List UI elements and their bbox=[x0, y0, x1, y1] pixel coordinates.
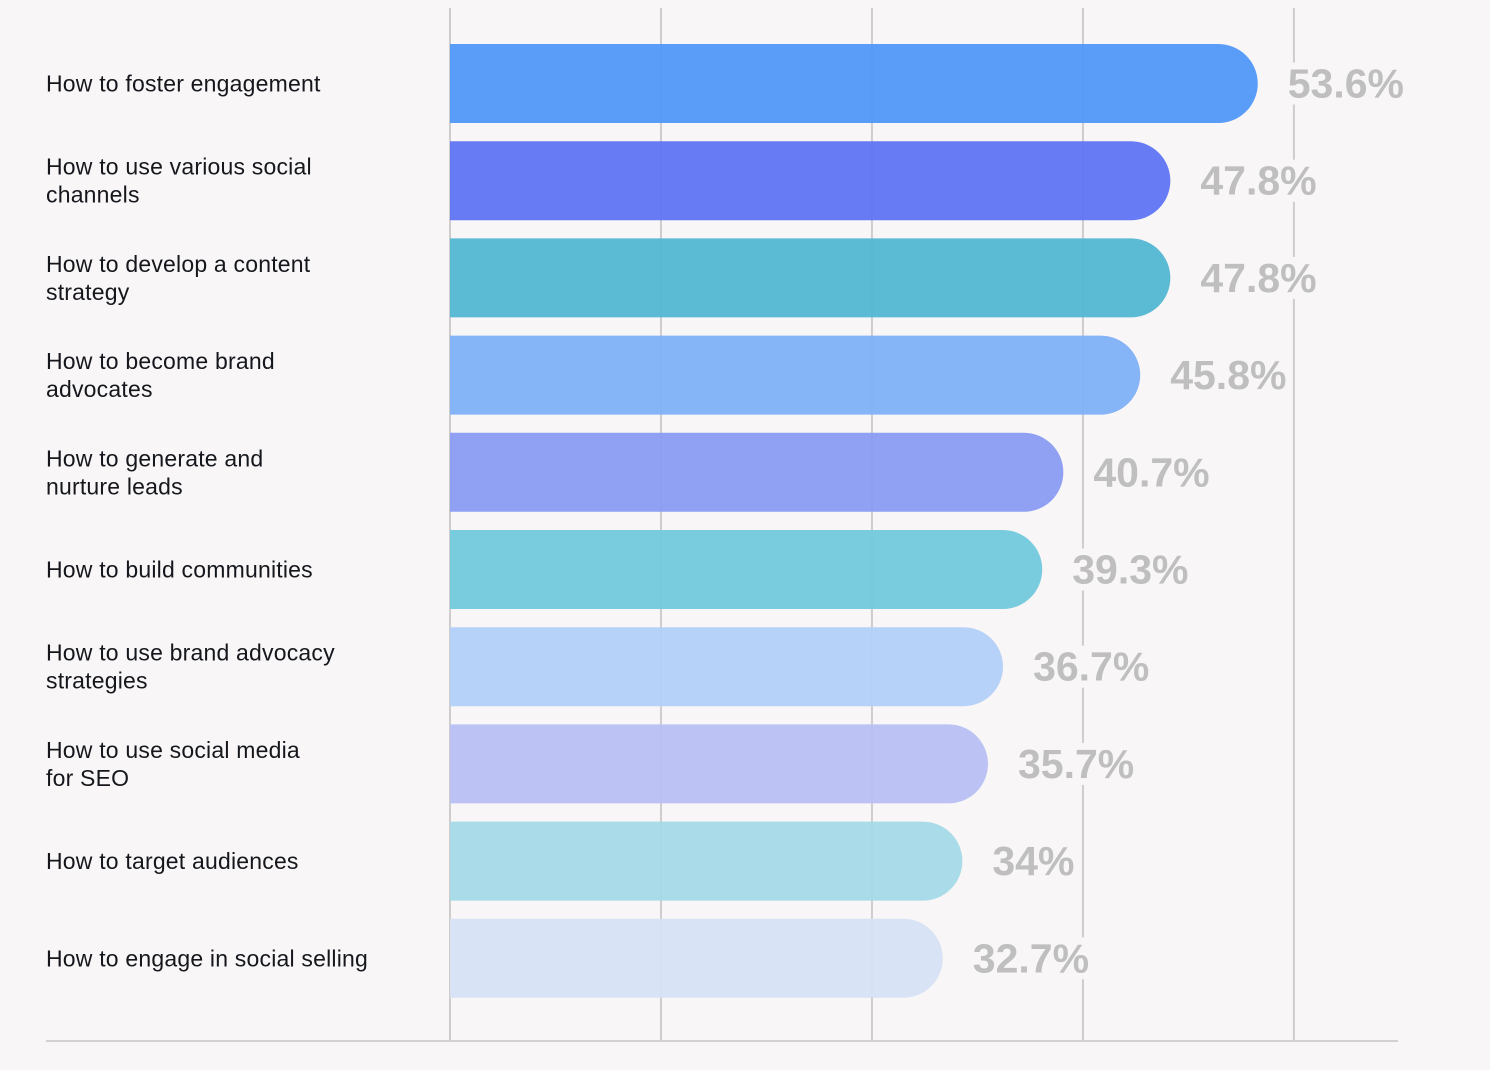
category-label-2: How to use various social channels bbox=[46, 154, 312, 208]
value-label-5: 40.7% bbox=[1093, 449, 1209, 495]
category-label-7-line-1: How to use brand advocacy bbox=[46, 640, 335, 666]
category-label-8-line-1: How to use social media bbox=[46, 737, 300, 763]
category-label-3-line-1: How to develop a content bbox=[46, 251, 311, 277]
category-label-6: How to build communities bbox=[46, 557, 313, 583]
value-label-6: 39.3% bbox=[1072, 547, 1188, 593]
category-label-8: How to use social media for SEO bbox=[46, 737, 300, 791]
bar-6 bbox=[450, 530, 1043, 609]
bar-9 bbox=[450, 821, 963, 901]
value-label-bg-3 bbox=[1194, 256, 1323, 299]
bar-layer bbox=[450, 44, 1258, 998]
category-label-3: How to develop a content strategy bbox=[46, 251, 311, 305]
category-label-5-line-1: How to generate and bbox=[46, 445, 263, 471]
category-label-7-line-2: strategies bbox=[46, 668, 148, 694]
bar-5 bbox=[450, 432, 1064, 512]
bar-4 bbox=[450, 335, 1141, 415]
bar-2 bbox=[450, 141, 1171, 221]
bar-7 bbox=[450, 627, 1004, 707]
value-label-bg-4 bbox=[1164, 354, 1293, 397]
category-label-4: How to become brand advocates bbox=[46, 348, 275, 402]
value-label-9: 34% bbox=[992, 838, 1074, 884]
category-label-3-line-2: strategy bbox=[46, 279, 130, 305]
category-label-5-line-2: nurture leads bbox=[46, 473, 183, 499]
value-label-bg-8 bbox=[1011, 742, 1141, 785]
category-label-9-line-1: How to target audiences bbox=[46, 848, 299, 874]
category-label-10-line-1: How to engage in social selling bbox=[46, 945, 368, 971]
category-label-9: How to target audiences bbox=[46, 848, 299, 874]
value-label-1: 53.6% bbox=[1288, 61, 1404, 107]
value-label-3: 47.8% bbox=[1200, 255, 1316, 301]
value-label-bg-5 bbox=[1087, 451, 1216, 494]
value-label-bg-1 bbox=[1281, 62, 1411, 105]
label-layer: 53.6% How to foster engagement 47.8% How to… bbox=[46, 61, 1411, 981]
value-label-2: 47.8% bbox=[1200, 158, 1316, 204]
value-label-7: 36.7% bbox=[1033, 644, 1149, 690]
value-label-bg-7 bbox=[1027, 645, 1156, 688]
bar-8 bbox=[450, 724, 988, 804]
category-label-4-line-2: advocates bbox=[46, 376, 153, 402]
category-label-2-line-1: How to use various social bbox=[46, 154, 312, 180]
category-label-1: How to foster engagement bbox=[46, 71, 321, 97]
value-label-bg-6 bbox=[1066, 548, 1195, 591]
category-label-7: How to use brand advocacy strategies bbox=[46, 640, 335, 694]
value-label-bg-10 bbox=[966, 937, 1096, 980]
category-label-6-line-1: How to build communities bbox=[46, 557, 313, 583]
bar-10 bbox=[450, 918, 943, 998]
bar-3 bbox=[450, 238, 1171, 318]
category-label-1-line-1: How to foster engagement bbox=[46, 71, 321, 97]
bar-1 bbox=[450, 44, 1258, 123]
value-label-bg-2 bbox=[1194, 159, 1323, 202]
category-label-8-line-2: for SEO bbox=[46, 765, 129, 791]
value-label-bg-9 bbox=[986, 840, 1081, 883]
category-label-2-line-2: channels bbox=[46, 182, 140, 208]
value-label-4: 45.8% bbox=[1170, 352, 1286, 398]
value-label-10: 32.7% bbox=[973, 935, 1089, 981]
category-label-4-line-1: How to become brand bbox=[46, 348, 275, 374]
category-label-5: How to generate and nurture leads bbox=[46, 445, 263, 499]
value-label-8: 35.7% bbox=[1018, 741, 1134, 787]
category-label-10: How to engage in social selling bbox=[46, 945, 368, 971]
